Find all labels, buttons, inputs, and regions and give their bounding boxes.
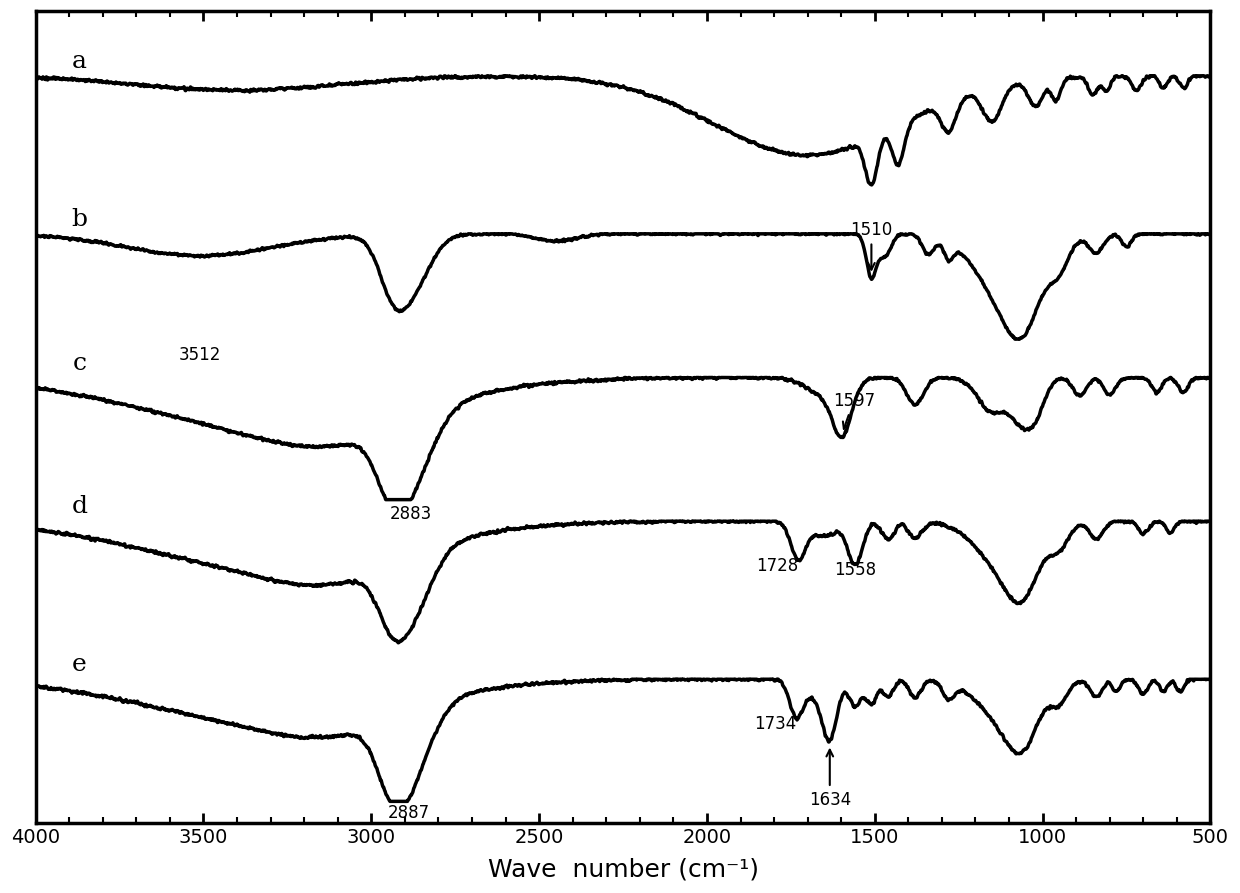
Text: a: a bbox=[72, 50, 87, 73]
Text: b: b bbox=[72, 208, 87, 231]
Text: 1558: 1558 bbox=[835, 561, 877, 580]
Text: 2883: 2883 bbox=[389, 505, 432, 523]
Text: 2887: 2887 bbox=[388, 804, 430, 822]
Text: e: e bbox=[72, 654, 87, 676]
Text: c: c bbox=[72, 352, 87, 375]
Text: 1634: 1634 bbox=[808, 750, 851, 809]
Text: 3512: 3512 bbox=[179, 346, 221, 363]
Text: d: d bbox=[72, 496, 87, 518]
Text: 1734: 1734 bbox=[754, 715, 796, 733]
X-axis label: Wave  number (cm⁻¹): Wave number (cm⁻¹) bbox=[487, 858, 759, 882]
Text: 1597: 1597 bbox=[832, 392, 874, 429]
Text: 1510: 1510 bbox=[851, 221, 893, 270]
Text: 1728: 1728 bbox=[756, 557, 799, 575]
